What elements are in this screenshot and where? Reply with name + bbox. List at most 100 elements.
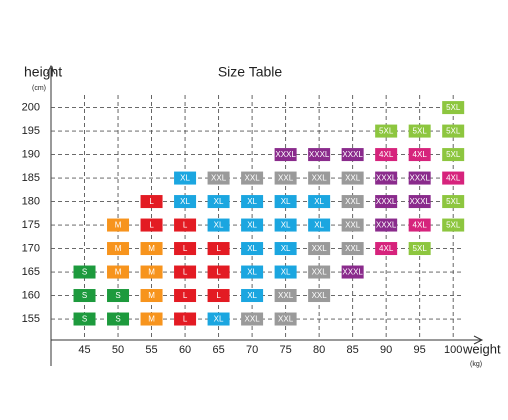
size-label: L — [183, 244, 188, 253]
size-label: L — [216, 291, 221, 300]
x-tick-label: 90 — [380, 344, 392, 356]
size-cell — [241, 242, 264, 256]
size-label: 5XL — [446, 197, 461, 206]
size-cell — [207, 265, 230, 279]
size-cell — [140, 265, 163, 279]
size-label: XXL — [312, 174, 328, 183]
size-cell — [308, 195, 331, 209]
size-label: XL — [314, 197, 324, 206]
size-label: XXL — [345, 174, 361, 183]
size-cell — [408, 218, 431, 232]
size-cell — [140, 218, 163, 232]
size-cell — [174, 171, 197, 185]
x-tick-label: 65 — [212, 344, 224, 356]
size-cell — [174, 218, 197, 232]
size-label: L — [183, 268, 188, 277]
size-cell — [241, 195, 264, 209]
size-cell — [107, 312, 130, 326]
size-label: 4XL — [413, 221, 428, 230]
size-cell — [308, 148, 331, 162]
size-label: XL — [247, 291, 257, 300]
size-cell — [107, 265, 130, 279]
size-label: XL — [247, 221, 257, 230]
size-cell — [274, 312, 297, 326]
size-cell — [375, 124, 398, 138]
size-label: XXL — [312, 244, 328, 253]
x-tick-label: 50 — [112, 344, 124, 356]
size-label: XXXL — [275, 150, 296, 159]
size-cell — [241, 312, 264, 326]
size-cell — [107, 242, 130, 256]
size-cell — [442, 101, 465, 115]
y-tick-label: 195 — [22, 125, 40, 137]
size-cell — [341, 218, 364, 232]
size-cell — [408, 242, 431, 256]
size-label: M — [148, 244, 155, 253]
size-label: M — [115, 244, 122, 253]
size-cell — [73, 289, 96, 303]
size-cell — [174, 265, 197, 279]
size-label: XXL — [245, 315, 261, 324]
size-label: 4XL — [379, 244, 394, 253]
size-cell — [442, 148, 465, 162]
size-cell — [241, 218, 264, 232]
size-label: XL — [180, 174, 190, 183]
size-label: M — [115, 268, 122, 277]
x-arrow — [473, 335, 484, 345]
size-cell — [140, 195, 163, 209]
size-label: M — [148, 268, 155, 277]
size-label: XL — [247, 197, 257, 206]
x-axis-label: weight — [462, 341, 501, 356]
y-tick-label: 185 — [22, 172, 40, 184]
size-cell — [174, 195, 197, 209]
size-cell — [408, 124, 431, 138]
size-label: XXXL — [376, 174, 397, 183]
size-cell — [308, 265, 331, 279]
size-label: XXXL — [342, 150, 363, 159]
x-tick-label: 75 — [279, 344, 291, 356]
size-label: S — [115, 315, 120, 324]
size-label: XXL — [211, 174, 227, 183]
size-label: XXL — [345, 244, 361, 253]
size-cell — [274, 218, 297, 232]
size-label: 5XL — [446, 221, 461, 230]
size-cell — [341, 195, 364, 209]
size-cell — [375, 218, 398, 232]
y-tick-label: 155 — [22, 313, 40, 325]
size-label: M — [115, 221, 122, 230]
size-label: XXXL — [342, 268, 363, 277]
size-cell — [207, 289, 230, 303]
size-cell — [375, 242, 398, 256]
size-label: S — [82, 315, 87, 324]
size-label: XL — [247, 268, 257, 277]
y-tick-label: 170 — [22, 242, 40, 254]
size-cell — [140, 289, 163, 303]
size-cell — [341, 171, 364, 185]
size-cell — [207, 195, 230, 209]
y-arrow — [46, 64, 56, 75]
size-label: 5XL — [413, 127, 428, 136]
size-label: XL — [281, 268, 291, 277]
size-cell — [274, 195, 297, 209]
size-cell — [308, 218, 331, 232]
size-cell — [274, 289, 297, 303]
chart-title: Size Table — [218, 64, 283, 80]
size-label: XL — [281, 244, 291, 253]
size-label: XL — [281, 197, 291, 206]
x-tick-label: 60 — [179, 344, 191, 356]
size-cell — [73, 265, 96, 279]
size-label: S — [82, 291, 87, 300]
size-label: XL — [314, 221, 324, 230]
size-cell — [375, 171, 398, 185]
y-tick-label: 190 — [22, 148, 40, 160]
size-label: XXXL — [409, 174, 430, 183]
size-label: 5XL — [446, 103, 461, 112]
x-tick-label: 70 — [246, 344, 258, 356]
size-cell — [140, 312, 163, 326]
size-label: XXL — [312, 291, 328, 300]
size-label: S — [115, 291, 120, 300]
y-tick-label: 165 — [22, 266, 40, 278]
size-label: XL — [180, 197, 190, 206]
size-label: XXL — [245, 174, 261, 183]
size-label: M — [148, 315, 155, 324]
